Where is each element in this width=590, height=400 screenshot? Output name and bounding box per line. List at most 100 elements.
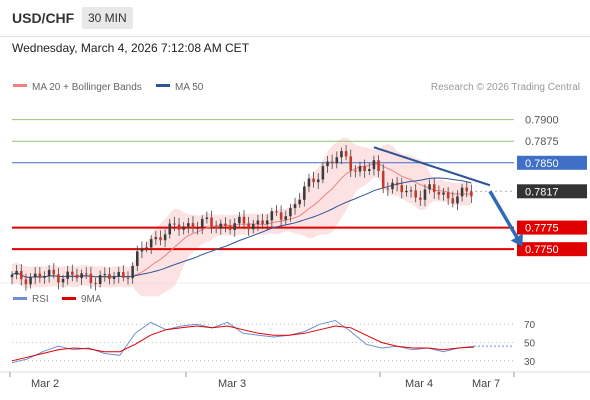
candle-body bbox=[24, 279, 28, 285]
candle-body bbox=[126, 277, 130, 279]
level-label-box bbox=[517, 220, 587, 235]
candle-body bbox=[210, 217, 213, 227]
candle-body bbox=[344, 151, 348, 157]
legend-ma20-swatch bbox=[13, 84, 27, 87]
candle-body bbox=[200, 218, 204, 228]
candle-body bbox=[98, 275, 102, 284]
candle-body bbox=[256, 220, 260, 225]
candle-body bbox=[57, 274, 60, 283]
x-tick-mar2: Mar 2 bbox=[31, 378, 59, 390]
legend-9ma-swatch bbox=[62, 297, 76, 300]
candle-body bbox=[460, 187, 464, 197]
level-label: 0.7817 bbox=[525, 186, 559, 198]
candle-body bbox=[242, 216, 246, 224]
candle-body bbox=[298, 199, 301, 205]
candle-body bbox=[47, 269, 51, 277]
forecast-arrow-shaft bbox=[488, 190, 521, 243]
candle-body bbox=[465, 187, 468, 192]
candle-body bbox=[71, 271, 74, 275]
candle-body bbox=[386, 188, 390, 190]
candle-body bbox=[307, 178, 311, 187]
candle-body bbox=[159, 237, 162, 241]
candle-body bbox=[80, 273, 83, 279]
candle-body bbox=[423, 189, 427, 200]
candle-body bbox=[10, 274, 14, 278]
candle-body bbox=[214, 226, 218, 229]
candle-body bbox=[219, 223, 223, 229]
candle-body bbox=[117, 272, 120, 277]
candle-body bbox=[446, 192, 450, 199]
legend-rsi-swatch bbox=[13, 297, 27, 300]
main-plot: 0.7900 0.7875 0.7850 0.7817 0.7775 0.7750 bbox=[10, 115, 587, 297]
candle-body bbox=[94, 283, 97, 285]
timeframe-button[interactable]: 30 MIN bbox=[82, 7, 133, 29]
candle-body bbox=[177, 224, 181, 230]
candle-body bbox=[284, 216, 288, 220]
candle-body bbox=[20, 270, 23, 280]
candle-body bbox=[303, 186, 306, 200]
candle-body bbox=[136, 251, 139, 266]
ma50-line bbox=[11, 177, 472, 278]
candle-body bbox=[75, 274, 79, 279]
candle-body bbox=[419, 197, 422, 200]
candle-body bbox=[108, 274, 111, 279]
level-label: 0.7875 bbox=[525, 136, 559, 148]
candle-body bbox=[103, 274, 107, 276]
candle-body bbox=[154, 237, 158, 240]
candle-body bbox=[330, 161, 334, 164]
candle-body bbox=[228, 225, 232, 230]
candle-body bbox=[312, 178, 315, 183]
candle-body bbox=[191, 223, 195, 229]
candle-body bbox=[409, 190, 413, 192]
candle-body bbox=[270, 211, 274, 221]
candle-body bbox=[173, 223, 176, 225]
candle-body bbox=[233, 223, 236, 230]
candle-body bbox=[275, 211, 278, 213]
legend-9ma-label: 9MA bbox=[81, 294, 102, 305]
candle-body bbox=[395, 182, 399, 186]
candle-body bbox=[405, 190, 408, 193]
candle-body bbox=[363, 166, 366, 171]
candle-body bbox=[414, 190, 417, 198]
level-label: 0.7850 bbox=[525, 158, 559, 170]
candle-body bbox=[168, 223, 172, 235]
candle-body bbox=[381, 171, 385, 189]
candle-body bbox=[52, 269, 56, 275]
candle-body bbox=[437, 192, 441, 195]
candle-body bbox=[335, 157, 339, 164]
candle-body bbox=[29, 277, 32, 285]
candle-body bbox=[289, 208, 292, 217]
bollinger-band bbox=[12, 137, 472, 297]
forecast-arrow-head bbox=[510, 233, 523, 247]
rsi-plot: 70 50 30 bbox=[11, 319, 536, 368]
candle-body bbox=[182, 226, 185, 230]
candle-body bbox=[140, 248, 144, 252]
x-tick-mar3: Mar 3 bbox=[218, 378, 246, 390]
candle-body bbox=[61, 278, 65, 283]
candle-body bbox=[377, 160, 380, 172]
level-label-box bbox=[517, 155, 587, 170]
candle-body bbox=[432, 184, 436, 193]
candle-body bbox=[187, 223, 190, 227]
candle-body bbox=[372, 160, 376, 170]
candle-body bbox=[131, 265, 134, 279]
candle-body bbox=[316, 179, 320, 183]
candle-body bbox=[38, 273, 42, 278]
candle-body bbox=[205, 217, 209, 219]
candle-body bbox=[340, 151, 343, 158]
candle-body bbox=[247, 223, 250, 230]
rsi-tick-label: 30 bbox=[524, 357, 536, 368]
candle-body bbox=[456, 196, 459, 204]
candle-body bbox=[122, 272, 125, 278]
legend-rsi-label: RSI bbox=[32, 294, 49, 305]
candle-body bbox=[252, 224, 255, 230]
datetime-label: Wednesday, March 4, 2026 7:12:08 AM CET bbox=[12, 41, 250, 55]
legend-ma20-label: MA 20 + Bollinger Bands bbox=[32, 82, 142, 93]
trendline bbox=[373, 146, 491, 187]
candle-body bbox=[196, 227, 199, 229]
candle-body bbox=[265, 220, 269, 224]
rsi-line bbox=[11, 319, 475, 364]
level-label-box bbox=[517, 242, 587, 257]
candle-body bbox=[279, 212, 283, 220]
